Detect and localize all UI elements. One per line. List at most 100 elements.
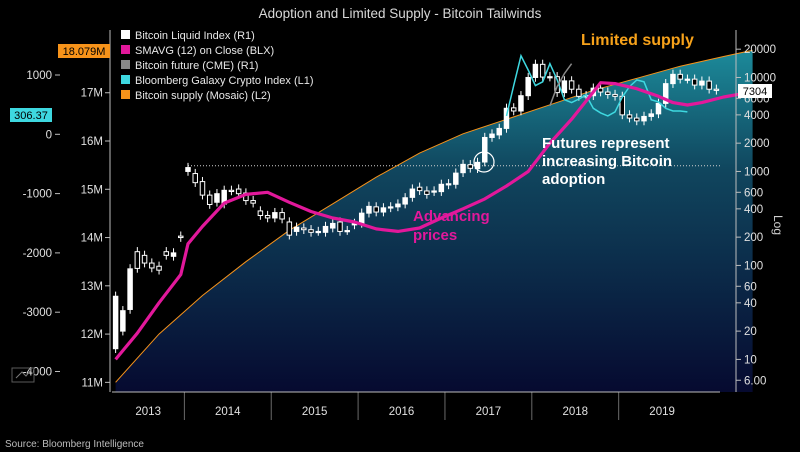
right-axis-tick-label: 2000	[744, 138, 770, 150]
legend-swatch-supply	[121, 90, 130, 99]
legend-swatch-smavg	[121, 45, 130, 54]
left-axis-supply: 17M 16M 15M 14M 13M 12M 11M	[81, 30, 111, 392]
candle-body	[634, 117, 640, 122]
left-axis-supply-label: 14M	[81, 233, 103, 245]
candle-body	[235, 188, 242, 195]
right-axis-tick-label: 20	[744, 326, 757, 338]
candle-body	[127, 268, 133, 310]
left-axis-galaxy-label: -4000	[23, 367, 52, 379]
candle-body	[120, 310, 126, 332]
candle-body	[510, 107, 517, 112]
right-axis-tick-label: 60	[744, 281, 757, 293]
legend-item-smavg: SMAVG (12) on Close (BLX)	[121, 45, 274, 57]
candle-body	[525, 76, 531, 97]
right-axis-tick-label: 40	[744, 298, 757, 310]
right-axis-tick-label: 4000	[744, 110, 770, 122]
left-axis-galaxy-label: 0	[46, 129, 52, 141]
candle-body	[315, 230, 322, 234]
source-note: Source: Bloomberg Intelligence	[5, 439, 144, 450]
left-axis-galaxy-label: 1000	[26, 70, 52, 82]
candle-body	[568, 80, 575, 90]
candle-body	[214, 193, 220, 203]
candle-body	[677, 73, 683, 80]
candle-body	[387, 206, 394, 209]
candle-body	[431, 190, 437, 193]
right-axis-tick-label: 10	[744, 354, 757, 366]
legend-item-supply: Bitcoin supply (Mosaic) (L2)	[121, 90, 271, 102]
left-axis-galaxy-label: -2000	[23, 248, 52, 260]
candle-body	[192, 173, 198, 184]
candle-body	[337, 221, 343, 232]
candle-body	[706, 80, 712, 90]
x-axis-year-label: 2013	[135, 406, 161, 418]
smavg-12-line	[114, 81, 754, 361]
x-axis-year-label: 2015	[302, 406, 328, 418]
right-axis-tick-label: 200	[744, 232, 763, 244]
legend-label-futures: Bitcoin future (CME) (R1)	[135, 60, 258, 72]
candle-body	[597, 87, 604, 93]
legend-label-galaxy: Bloomberg Galaxy Crypto Index (L1)	[135, 75, 314, 87]
futures-launch-circle	[473, 151, 495, 173]
candle-body	[272, 212, 278, 219]
badge-galaxy-text: 306.37	[14, 110, 48, 122]
candle-body	[163, 251, 170, 256]
annotation-limited-supply: Limited supply	[581, 32, 694, 49]
candle-body	[489, 133, 495, 138]
legend-label-smavg: SMAVG (12) on Close (BLX)	[135, 45, 274, 57]
right-axis-tick-label: 600	[744, 187, 763, 199]
candle-body	[279, 212, 285, 220]
x-axis-years: 2013 2014 2015 2016 2017 2018 2019	[135, 406, 674, 418]
candle-body	[453, 172, 459, 185]
x-axis-year-label: 2019	[649, 406, 675, 418]
candle-body	[539, 63, 546, 78]
candle-body	[293, 226, 300, 232]
candle-body	[474, 161, 481, 170]
annotation-futures: Futures represent increasing Bitcoin ado…	[542, 135, 672, 188]
candle-body	[684, 78, 691, 81]
candle-body	[366, 205, 372, 214]
candle-body	[605, 91, 611, 95]
left-axis-supply-label: 12M	[81, 329, 103, 341]
candle-body	[409, 188, 416, 198]
candle-body	[170, 252, 177, 257]
right-axis-tick-label: 20000	[744, 44, 776, 56]
toolbar-icon[interactable]	[11, 367, 35, 383]
candle-body	[532, 63, 539, 78]
candle-body	[445, 183, 452, 186]
annotation-advancing-prices: Advancing prices	[413, 208, 490, 244]
candle-body	[467, 164, 474, 169]
left-axis-galaxy: 1000 0 -1000 -2000 -3000 -4000	[23, 70, 60, 379]
right-axis-blx-log: 2000010000600040002000100060040020010060…	[735, 30, 776, 392]
candle-body	[518, 95, 524, 112]
legend-item-blx: Bitcoin Liquid Index (R1)	[121, 30, 255, 42]
candle-body	[264, 214, 271, 219]
galaxy-crypto-index-line	[505, 53, 688, 117]
left-axis-supply-label: 16M	[81, 136, 103, 148]
badge-supply-last: 18.079M	[58, 44, 110, 58]
x-axis-year-label: 2017	[476, 406, 502, 418]
candle-body	[496, 127, 502, 136]
legend-label-blx: Bitcoin Liquid Index (R1)	[135, 30, 255, 42]
legend-swatch-galaxy	[121, 75, 130, 84]
candle-body	[416, 186, 423, 192]
bitcoin-supply-line	[115, 49, 753, 383]
right-axis-tick-label: 10000	[744, 72, 776, 84]
right-axis-tick-label: 400	[744, 204, 763, 216]
chart-title: Adoption and Limited Supply - Bitcoin Ta…	[259, 6, 542, 21]
year-gridlines	[183, 392, 620, 420]
candle-body	[257, 210, 264, 216]
candle-body	[670, 73, 676, 85]
right-axis-tick-label: 6.00	[744, 375, 766, 387]
candle-body	[395, 203, 401, 208]
annotation-advancing-line-2: prices	[413, 227, 457, 244]
badge-galaxy-last: 306.37	[10, 108, 52, 122]
candle-body	[330, 222, 336, 229]
badge-supply-text: 18.079M	[63, 46, 106, 58]
candle-body	[380, 207, 387, 213]
badge-blx-last: 7304	[738, 84, 772, 98]
candle-body	[655, 102, 662, 115]
candle-body	[156, 265, 162, 271]
candle-body	[358, 212, 365, 224]
annotation-futures-line-3: adoption	[542, 171, 605, 188]
blx-candlesticks	[112, 59, 720, 354]
